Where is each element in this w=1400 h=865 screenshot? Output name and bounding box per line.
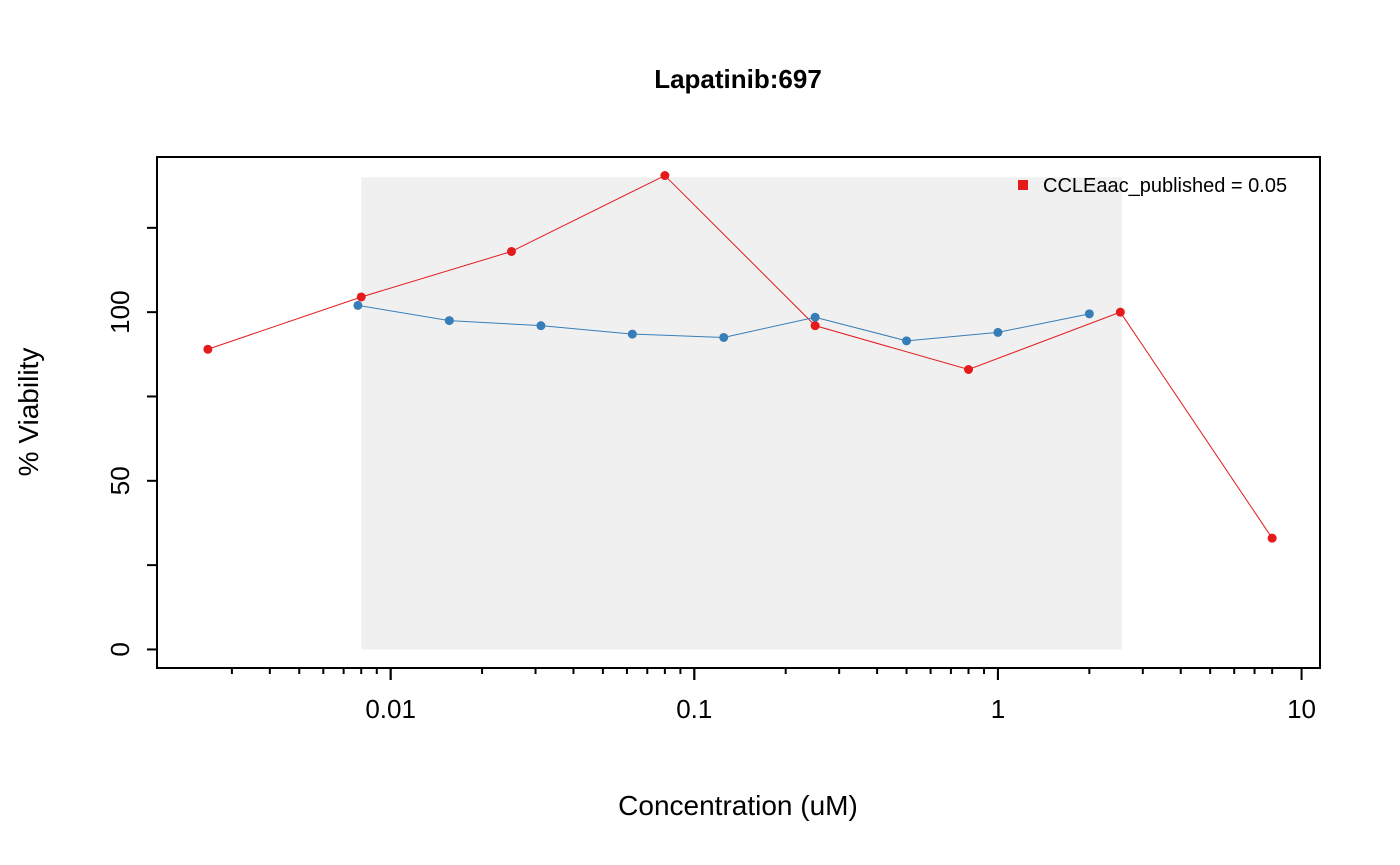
series-1-point xyxy=(203,344,213,354)
x-axis: 0.01 0.1 1 10 xyxy=(230,667,1316,724)
series-2-point xyxy=(810,312,820,322)
series-2-point xyxy=(719,332,729,342)
y-tick-label: 100 xyxy=(105,290,135,333)
series-1-point xyxy=(506,246,516,256)
y-tick-label: 0 xyxy=(105,642,135,656)
series-1-point xyxy=(810,321,820,331)
chart-title: Lapatinib:697 xyxy=(654,64,822,94)
x-tick-label: 10 xyxy=(1287,694,1316,724)
y-axis: 0 50 100 xyxy=(105,226,158,657)
y-axis-title: % Viability xyxy=(13,348,44,477)
series-2-point xyxy=(444,316,454,326)
x-axis-title: Concentration (uM) xyxy=(618,790,858,821)
series-2-point xyxy=(902,336,912,346)
shaded-region xyxy=(361,177,1122,650)
x-tick-label: 1 xyxy=(991,694,1005,724)
legend: CCLEaac_published = 0.05 xyxy=(1018,175,1287,197)
series-1-point xyxy=(1115,307,1125,317)
series-2-point xyxy=(1084,309,1094,319)
series-1-point xyxy=(1267,533,1277,543)
series-2-point xyxy=(353,300,363,310)
y-tick-label: 50 xyxy=(105,466,135,495)
series-1-point xyxy=(964,364,974,374)
series-1-point xyxy=(356,292,366,302)
series-line-1 xyxy=(207,174,1273,539)
series-2-point xyxy=(627,329,637,339)
x-tick-label: 0.1 xyxy=(676,694,712,724)
x-tick-label: 0.01 xyxy=(365,694,416,724)
series-2-point xyxy=(536,321,546,331)
series-1-point xyxy=(660,171,670,181)
legend-label: CCLEaac_published = 0.05 xyxy=(1043,175,1287,197)
legend-marker xyxy=(1018,180,1028,190)
series-2-point xyxy=(993,327,1003,337)
